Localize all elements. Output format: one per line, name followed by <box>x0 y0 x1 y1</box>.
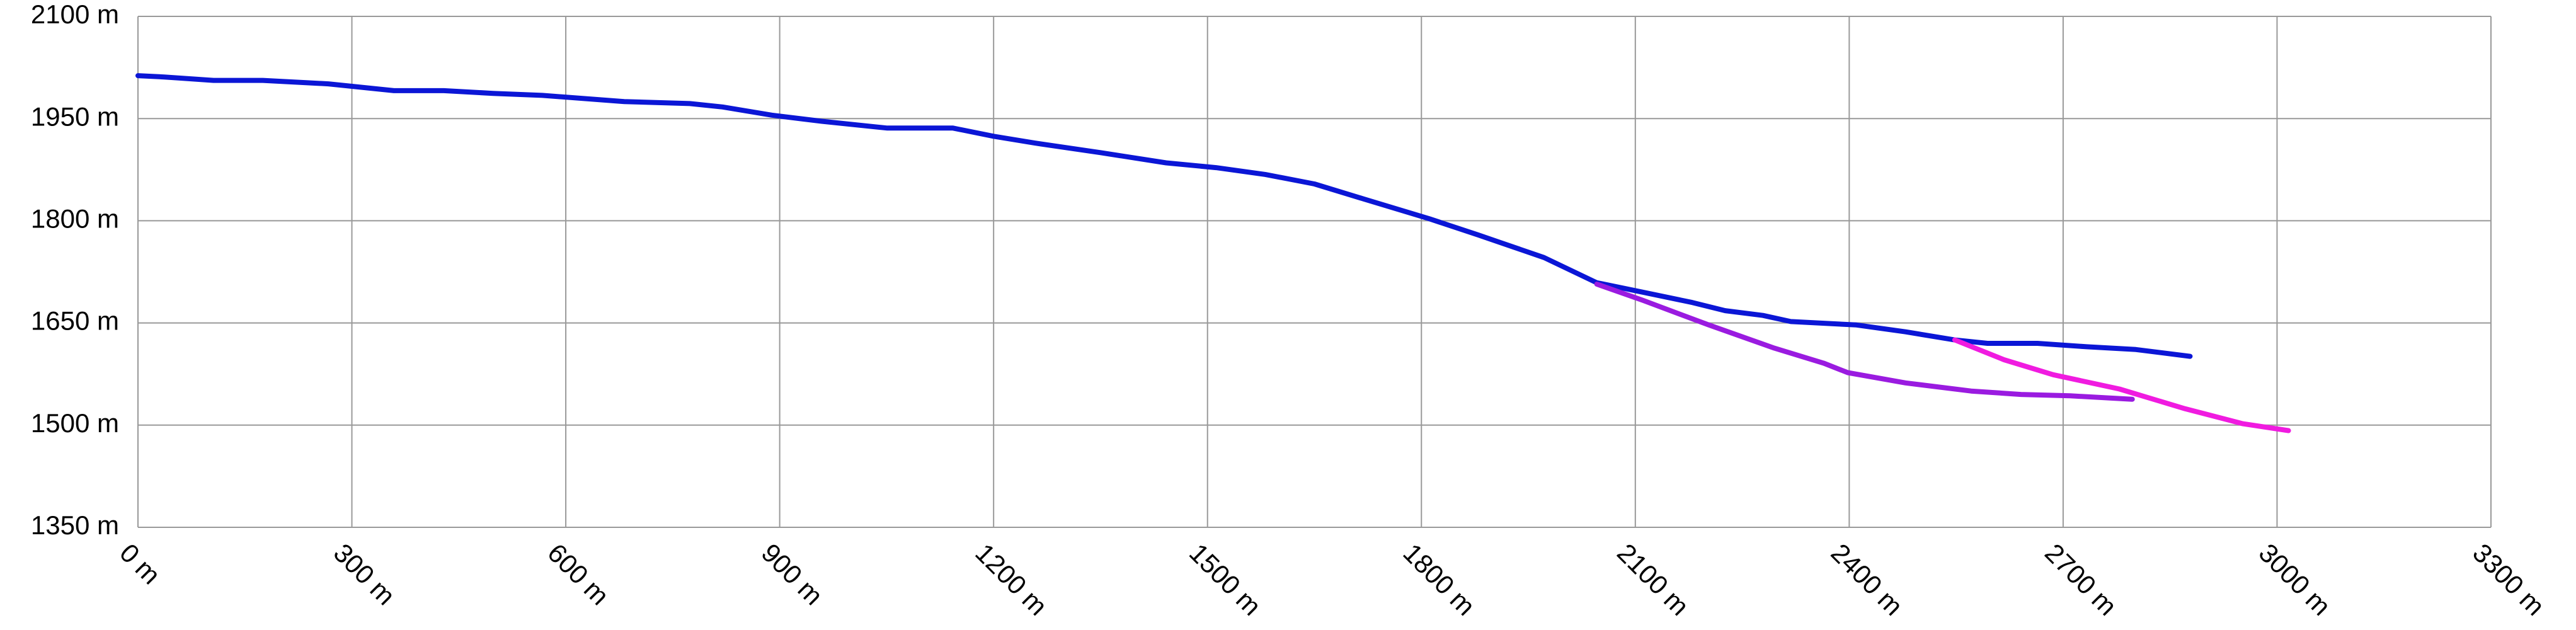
x-tick-label: 0 m <box>114 538 166 590</box>
y-tick-label: 2100 m <box>31 0 119 29</box>
y-tick-label: 1350 m <box>31 510 119 540</box>
elevation-line <box>135 73 2193 359</box>
x-tick-label: 2400 m <box>1825 538 1908 621</box>
y-tick-label: 1800 m <box>31 203 119 233</box>
elevation-line <box>1594 282 2135 402</box>
x-tick-label: 1200 m <box>970 538 1053 621</box>
x-tick-label: 1800 m <box>1397 538 1480 621</box>
y-tick-label: 1650 m <box>31 306 119 336</box>
y-tick-label: 1950 m <box>31 101 119 131</box>
y-tick-label: 1500 m <box>31 408 119 438</box>
x-tick-label: 3300 m <box>2467 538 2550 621</box>
x-tick-label: 2100 m <box>1611 538 1695 621</box>
x-tick-label: 1500 m <box>1184 538 1267 621</box>
x-tick-label: 3000 m <box>2253 538 2337 621</box>
x-tick-label: 600 m <box>542 538 615 611</box>
x-tick-label: 900 m <box>756 538 829 611</box>
x-tick-label: 2700 m <box>2039 538 2122 621</box>
x-tick-label: 300 m <box>328 538 401 611</box>
elevation-line <box>1952 337 2291 433</box>
